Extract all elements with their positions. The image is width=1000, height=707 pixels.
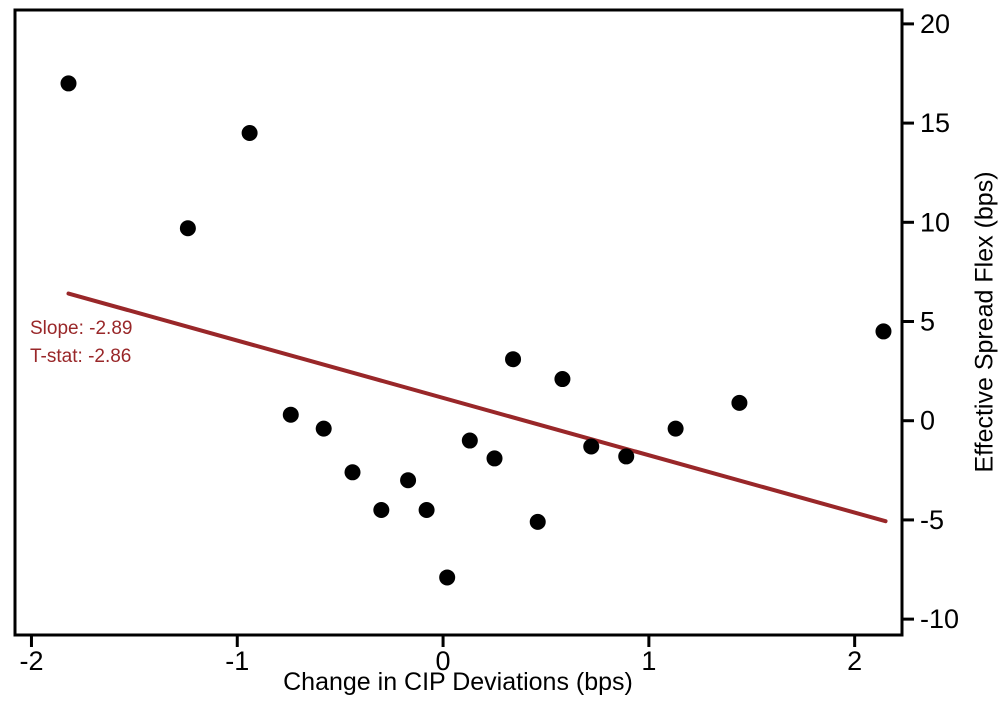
data-point [554, 371, 571, 388]
x-tick-label: -2 [19, 646, 43, 676]
x-tick-label: -1 [225, 646, 249, 676]
data-point [400, 472, 417, 489]
data-point [439, 569, 456, 586]
data-point [583, 438, 600, 455]
data-point [315, 420, 332, 437]
y-tick-label: -5 [920, 505, 944, 535]
data-point [60, 75, 77, 92]
data-point [618, 448, 635, 465]
data-point [875, 323, 892, 340]
slope-annotation: Slope: -2.89 [30, 318, 133, 339]
data-point [282, 406, 299, 423]
data-point [731, 394, 748, 411]
y-tick-label: 10 [920, 207, 950, 237]
y-tick-label: 5 [920, 307, 935, 337]
data-point [418, 502, 435, 518]
x-tick-label: 1 [641, 646, 656, 676]
data-point [461, 432, 478, 449]
y-tick-label: -10 [920, 604, 959, 634]
x-tick-label: 0 [436, 646, 451, 676]
data-point [241, 125, 258, 142]
y-tick-label: 0 [920, 406, 935, 436]
y-axis-title: Effective Spread Flex (bps) [970, 171, 999, 473]
data-point [373, 502, 390, 518]
data-point [486, 450, 503, 467]
data-point [667, 420, 684, 437]
x-axis-title: Change in CIP Deviations (bps) [283, 668, 633, 696]
y-tick-label: 20 [920, 9, 950, 39]
tstat-annotation: T-stat: -2.86 [30, 346, 132, 367]
data-point [179, 220, 196, 237]
x-tick-label: 2 [847, 646, 862, 676]
fit-line [66, 291, 888, 524]
data-point [344, 464, 361, 481]
y-tick-label: 15 [920, 108, 950, 138]
regression-annotation: Slope: -2.89 T-stat: -2.86 [30, 315, 132, 371]
data-point [505, 351, 522, 368]
plot-border [13, 8, 904, 637]
data-point [529, 513, 546, 530]
